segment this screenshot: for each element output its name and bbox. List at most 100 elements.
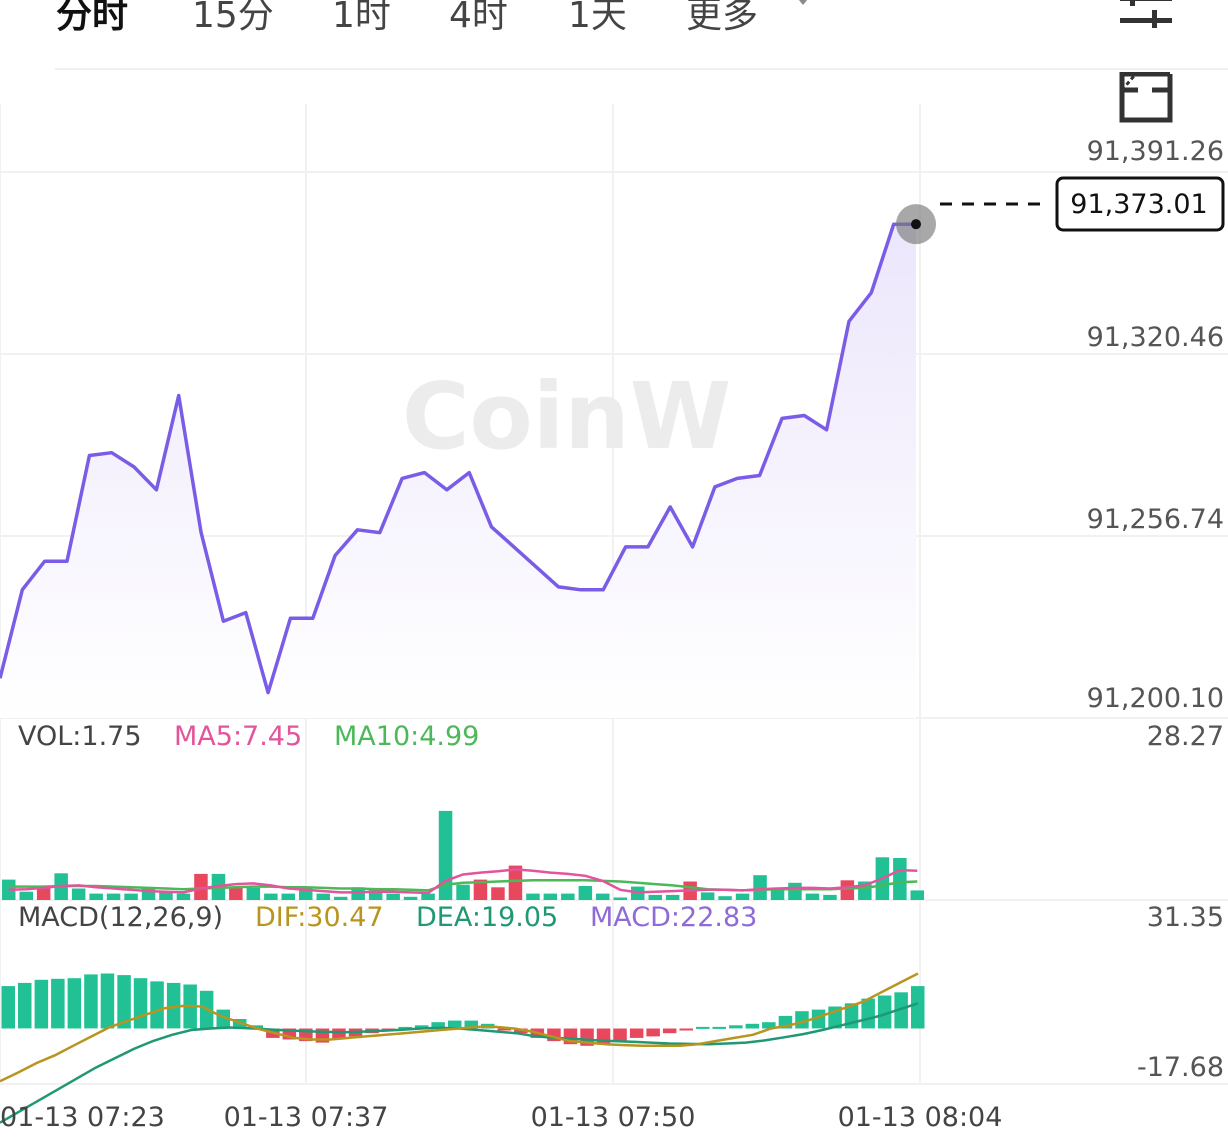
price-tick-label: 91,320.46	[1087, 322, 1224, 353]
volume-bar	[893, 858, 907, 900]
volume-bar	[665, 894, 680, 900]
volume-bar	[491, 887, 505, 900]
volume-bar	[718, 896, 732, 900]
macd-histogram-bar	[448, 1020, 462, 1029]
macd-histogram-bar	[398, 1026, 412, 1029]
macd-histogram-bar	[861, 998, 875, 1029]
macd-histogram-bar	[414, 1025, 429, 1029]
macd-histogram-bar	[464, 1020, 478, 1029]
volume-bar	[229, 887, 243, 900]
macd-histogram-bar	[133, 978, 148, 1029]
macd-histogram-bar	[894, 992, 908, 1029]
volume-bar	[246, 887, 261, 900]
volume-bar	[823, 894, 837, 900]
current-price-value: 91,373.01	[1070, 189, 1207, 220]
macd-histogram-bar	[729, 1025, 743, 1029]
macd-histogram-bar	[613, 1028, 627, 1042]
macd-histogram-bar	[646, 1028, 660, 1037]
price-tick-label: 91,200.10	[1087, 683, 1224, 714]
volume-bar	[403, 896, 418, 900]
current-price-tag	[1055, 176, 1225, 232]
dif-line	[0, 972, 919, 1083]
volume-bar	[316, 893, 330, 900]
volume-bar	[770, 889, 785, 900]
macd-histogram-bar	[282, 1028, 297, 1040]
macd-histogram-bar	[117, 975, 131, 1029]
volume-bar	[508, 865, 523, 900]
volume-bar	[805, 893, 820, 900]
volume-series	[2, 810, 924, 900]
volume-bar	[264, 893, 278, 900]
volume-bar	[106, 893, 121, 900]
macd-min-label: -17.68	[1137, 1052, 1224, 1083]
volume-bar	[648, 894, 662, 900]
volume-bar	[386, 893, 400, 900]
tabs-divider	[55, 68, 1228, 70]
sliders-icon[interactable]	[1118, 0, 1174, 36]
volume-bar	[456, 884, 470, 900]
volume-bar	[438, 810, 453, 900]
macd-histogram-bar	[662, 1028, 677, 1034]
macd-histogram-bar	[696, 1026, 710, 1029]
price-line	[0, 222, 916, 695]
time-axis-label: 01-13 07:50	[531, 1102, 696, 1133]
macd-histogram-bar	[745, 1023, 760, 1029]
tab-1h[interactable]: 1时	[332, 0, 391, 36]
volume-bar	[526, 893, 540, 900]
macd-histogram-bar	[679, 1028, 693, 1031]
watermark-logo: CoinW	[402, 363, 731, 470]
volume-bar	[124, 893, 138, 900]
tab-1d[interactable]: 1天	[568, 0, 627, 36]
caret-down-icon[interactable]	[792, 0, 814, 10]
volume-bar	[596, 893, 610, 900]
tab-4h[interactable]: 4时	[449, 0, 508, 36]
time-axis-label: 01-13 07:23	[0, 1102, 165, 1133]
ma10-legend: MA10:4.99	[334, 721, 479, 752]
tab-15min[interactable]: 15分	[192, 0, 274, 36]
volume-bar	[89, 893, 103, 900]
tab-timeshare[interactable]: 分时	[56, 0, 129, 36]
macd-histogram-bar	[84, 974, 98, 1029]
volume-bar	[71, 888, 86, 900]
price-series	[0, 204, 936, 718]
macd-histogram-bar	[166, 982, 181, 1029]
time-axis-label: 01-13 08:04	[838, 1102, 1003, 1133]
volume-bar	[281, 893, 295, 900]
volume-bar	[159, 892, 173, 900]
volume-bar	[910, 890, 924, 900]
ma5-line	[8, 868, 918, 895]
volume-bar	[578, 886, 593, 900]
macd-histogram-bar	[34, 979, 49, 1029]
time-axis-label: 01-13 07:37	[224, 1102, 389, 1133]
volume-bar	[421, 893, 435, 900]
macd-histogram-bar	[497, 1028, 512, 1031]
volume-bar	[561, 893, 575, 900]
macd-histogram-bar	[1, 986, 15, 1029]
macd-histogram-bar	[877, 995, 892, 1029]
macd-histogram-bar	[51, 978, 65, 1029]
macd-histogram-bar	[67, 978, 82, 1029]
volume-bar	[735, 893, 750, 900]
macd-max-label: 31.35	[1147, 902, 1224, 933]
timeframe-tabs: 分时 15分 1时 4时 1天 更多	[0, 0, 1228, 70]
macd-histogram-bar	[431, 1022, 445, 1029]
volume-bar	[473, 879, 488, 900]
tab-more[interactable]: 更多	[686, 0, 759, 36]
volume-bar	[788, 882, 802, 900]
ma5-legend: MA5:7.45	[174, 721, 302, 752]
volume-bar	[700, 892, 715, 900]
volume-bar	[176, 893, 191, 900]
volume-bar	[613, 897, 627, 900]
macd-histogram-bar	[762, 1022, 776, 1029]
macd-histogram-bar	[629, 1028, 644, 1038]
volume-bar	[543, 893, 558, 900]
volume-bar	[36, 887, 51, 900]
drawing-tool-icon[interactable]	[1118, 72, 1176, 124]
macd-histogram-bar	[332, 1028, 346, 1040]
vol-legend: VOL:1.75	[18, 721, 142, 752]
current-price-dot	[911, 219, 921, 230]
macd-histogram-bar	[150, 981, 164, 1029]
dif-legend: DIF:30.47	[255, 902, 384, 933]
price-tick-label: 91,256.74	[1087, 504, 1224, 535]
